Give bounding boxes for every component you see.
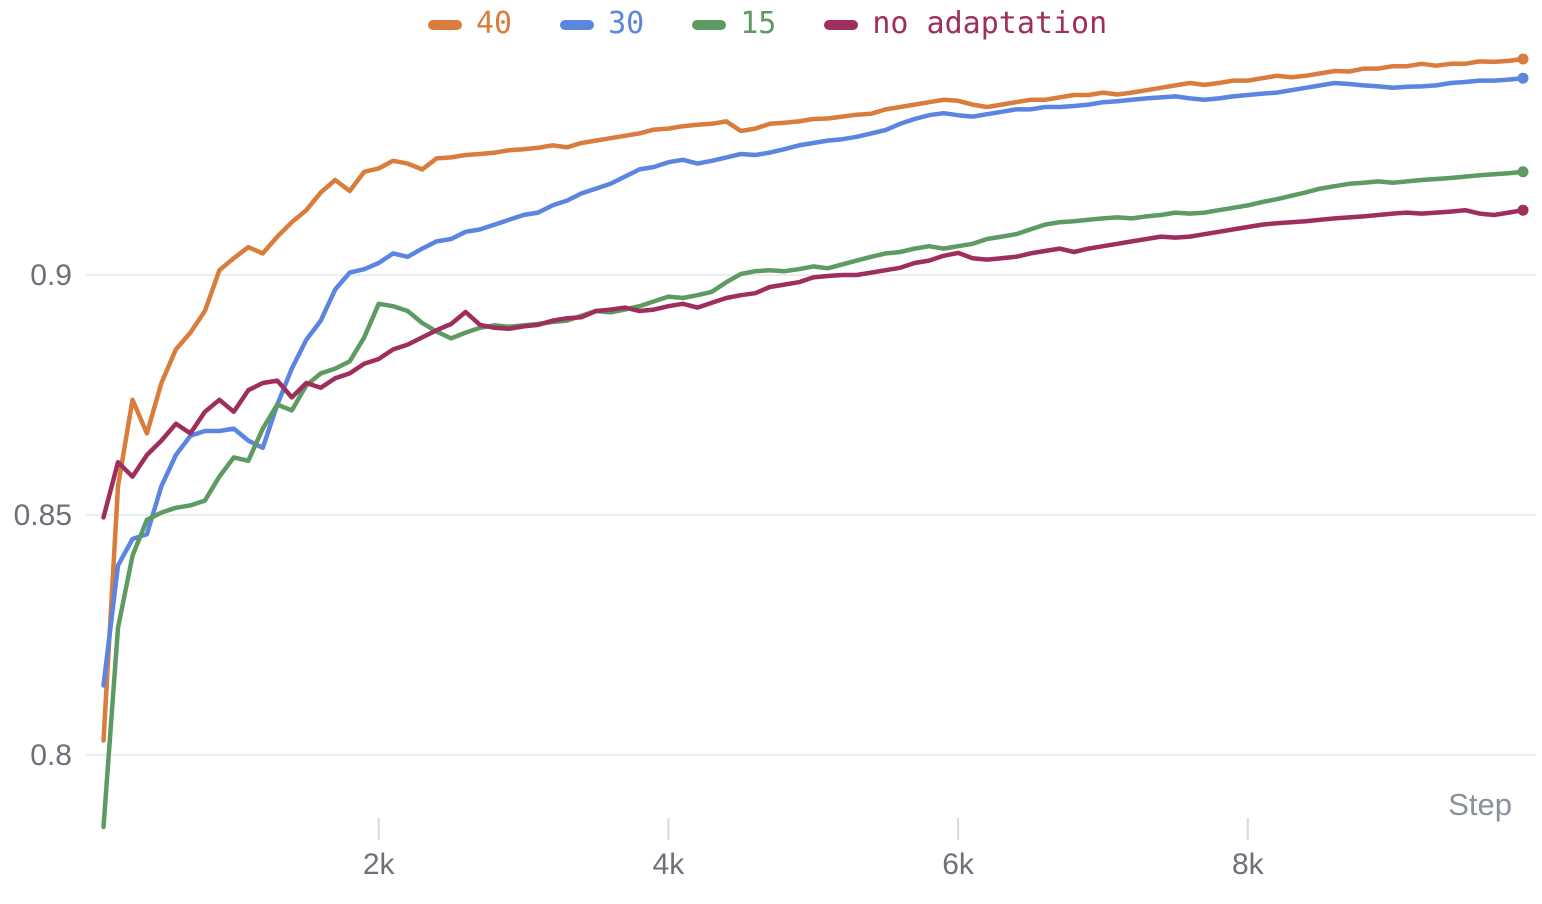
legend-swatch-15-icon — [692, 20, 727, 30]
series-end-dot-40 — [1517, 53, 1529, 65]
legend-item-30[interactable]: 30 — [560, 4, 644, 44]
x-tick-label-6k: 6k — [942, 848, 975, 881]
legend-label-15: 15 — [740, 6, 777, 41]
legend-swatch-40-icon — [428, 20, 462, 30]
legend-swatch-30-icon — [560, 20, 595, 30]
x-tick-label-8k: 8k — [1232, 848, 1265, 881]
x-tick-label-4k: 4k — [653, 848, 686, 881]
y-tick-label-0.8: 0.8 — [30, 739, 72, 772]
y-tick-label-0.9: 0.9 — [30, 259, 72, 292]
series-line-40[interactable] — [101, 56, 1526, 743]
legend-label-no-adaptation: no adaptation — [872, 6, 1108, 41]
legend-item-40[interactable]: 40 — [428, 4, 512, 44]
legend-label-40: 40 — [476, 6, 513, 41]
chart-legend: 40 30 15 no adaptation — [428, 4, 1107, 44]
series-end-dot-15 — [1517, 166, 1529, 178]
x-axis-title: Step — [1448, 787, 1512, 822]
series-line-15[interactable] — [101, 169, 1526, 830]
x-tick-label-2k: 2k — [363, 848, 396, 881]
series-end-dot-30 — [1517, 72, 1529, 84]
legend-item-15[interactable]: 15 — [692, 4, 776, 44]
series-line-no-adaptation[interactable] — [101, 207, 1526, 520]
legend-swatch-no-adaptation-icon — [824, 20, 859, 30]
legend-label-30: 30 — [608, 6, 645, 41]
series-line-30[interactable] — [101, 75, 1526, 688]
legend-item-no-adaptation[interactable]: no adaptation — [824, 4, 1107, 44]
series-end-dot-no-adaptation — [1517, 204, 1529, 216]
y-tick-label-0.85: 0.85 — [14, 499, 72, 532]
